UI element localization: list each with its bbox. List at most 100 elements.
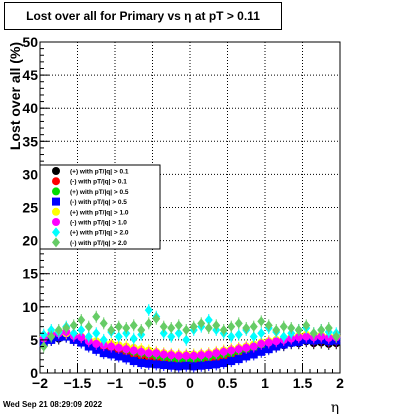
data-point: [264, 338, 273, 347]
legend-marker: [52, 187, 60, 196]
data-point: [189, 362, 198, 371]
data-point: [92, 311, 101, 322]
data-point: [234, 355, 243, 364]
data-point: [144, 305, 153, 316]
legend-entry: (-) with pT/|q| > 1.0: [70, 220, 127, 227]
legend-marker: [52, 177, 60, 186]
data-point: [257, 347, 266, 356]
y-tick-label: 15: [22, 266, 38, 282]
legend-entry: (+) with pT/|q| > 0.1: [70, 169, 129, 176]
data-point: [182, 334, 191, 345]
data-point: [242, 343, 251, 352]
legend-marker: [52, 207, 60, 216]
y-tick-label: 35: [22, 133, 38, 149]
data-point: [152, 313, 161, 324]
data-point: [197, 318, 206, 329]
data-point: [197, 351, 206, 360]
data-point: [227, 346, 236, 355]
data-point: [234, 318, 243, 329]
data-point: [122, 354, 131, 363]
series-layer: [39, 304, 341, 373]
legend-box: [39, 164, 161, 250]
data-point: [204, 350, 213, 359]
data-point: [249, 321, 258, 332]
y-tick-label: 30: [22, 166, 38, 182]
data-point: [129, 357, 138, 366]
data-point: [137, 359, 146, 368]
data-point: [47, 331, 56, 342]
data-point: [324, 322, 333, 333]
data-point: [212, 360, 221, 369]
data-point: [122, 322, 131, 333]
data-point: [302, 320, 311, 331]
data-point: [114, 352, 123, 361]
data-point: [54, 324, 63, 335]
data-point: [257, 316, 266, 327]
data-point: [249, 342, 258, 351]
data-point: [152, 360, 161, 369]
data-point: [107, 324, 116, 335]
data-point: [92, 339, 101, 348]
data-point: [212, 320, 221, 331]
data-point: [167, 331, 176, 342]
y-tick-label: 50: [22, 34, 38, 50]
data-point: [249, 331, 258, 342]
data-point: [99, 334, 108, 345]
series-8: [39, 310, 341, 353]
data-point: [69, 320, 78, 331]
y-tick-label: 5: [30, 332, 38, 348]
data-point: [152, 349, 161, 358]
data-point: [114, 321, 123, 332]
data-point: [279, 331, 288, 342]
y-tick-label: 10: [22, 299, 38, 315]
data-point: [204, 322, 213, 333]
data-point: [294, 324, 303, 335]
data-point: [129, 320, 138, 331]
legend-entry: (-) with pT/|q| > 0.5: [70, 199, 127, 206]
data-point: [62, 322, 71, 333]
data-point: [294, 333, 303, 342]
data-point: [84, 331, 93, 342]
x-tick-label: −1.5: [64, 375, 92, 391]
data-point: [234, 345, 243, 354]
data-point: [159, 321, 168, 332]
data-point: [144, 359, 153, 368]
y-tick-label: 0: [30, 365, 38, 381]
data-point: [204, 361, 213, 370]
data-point: [107, 350, 116, 359]
data-point: [77, 315, 86, 326]
chart-title: Lost over all for Primary vs η at pT > 0…: [4, 2, 282, 30]
data-point: [189, 321, 198, 332]
legend-entry: (-) with pT/|q| > 2.0: [70, 240, 127, 247]
y-axis-label: Lost over all (%): [7, 42, 23, 150]
data-point: [174, 351, 183, 360]
x-tick-label: −2: [32, 375, 48, 391]
legend-entry: (-) with pT/|q| > 0.1: [70, 179, 127, 186]
data-point: [227, 331, 236, 342]
data-point: [219, 324, 228, 335]
x-tick-label: 2: [336, 375, 344, 391]
data-point: [167, 351, 176, 360]
data-point: [159, 328, 168, 339]
data-point: [249, 350, 258, 359]
legend-entry: (+) with pT/|q| > 1.0: [70, 209, 129, 216]
y-tick-label: 25: [22, 200, 38, 216]
data-point: [174, 320, 183, 331]
legend-entry: (+) with pT/|q| > 0.5: [70, 189, 129, 196]
data-point: [159, 350, 168, 359]
data-point: [242, 352, 251, 361]
data-point: [219, 359, 228, 368]
data-point: [167, 361, 176, 370]
data-point: [174, 362, 183, 371]
data-point: [257, 328, 266, 339]
data-point: [137, 324, 146, 335]
y-tick-label: 45: [22, 67, 38, 83]
data-point: [227, 321, 236, 332]
data-point: [182, 324, 191, 335]
data-point: [317, 332, 326, 341]
data-point: [107, 342, 116, 351]
data-point: [197, 361, 206, 370]
legend-entry: (+) with pT/|q| > 2.0: [70, 230, 129, 237]
legend-marker: [52, 237, 60, 248]
